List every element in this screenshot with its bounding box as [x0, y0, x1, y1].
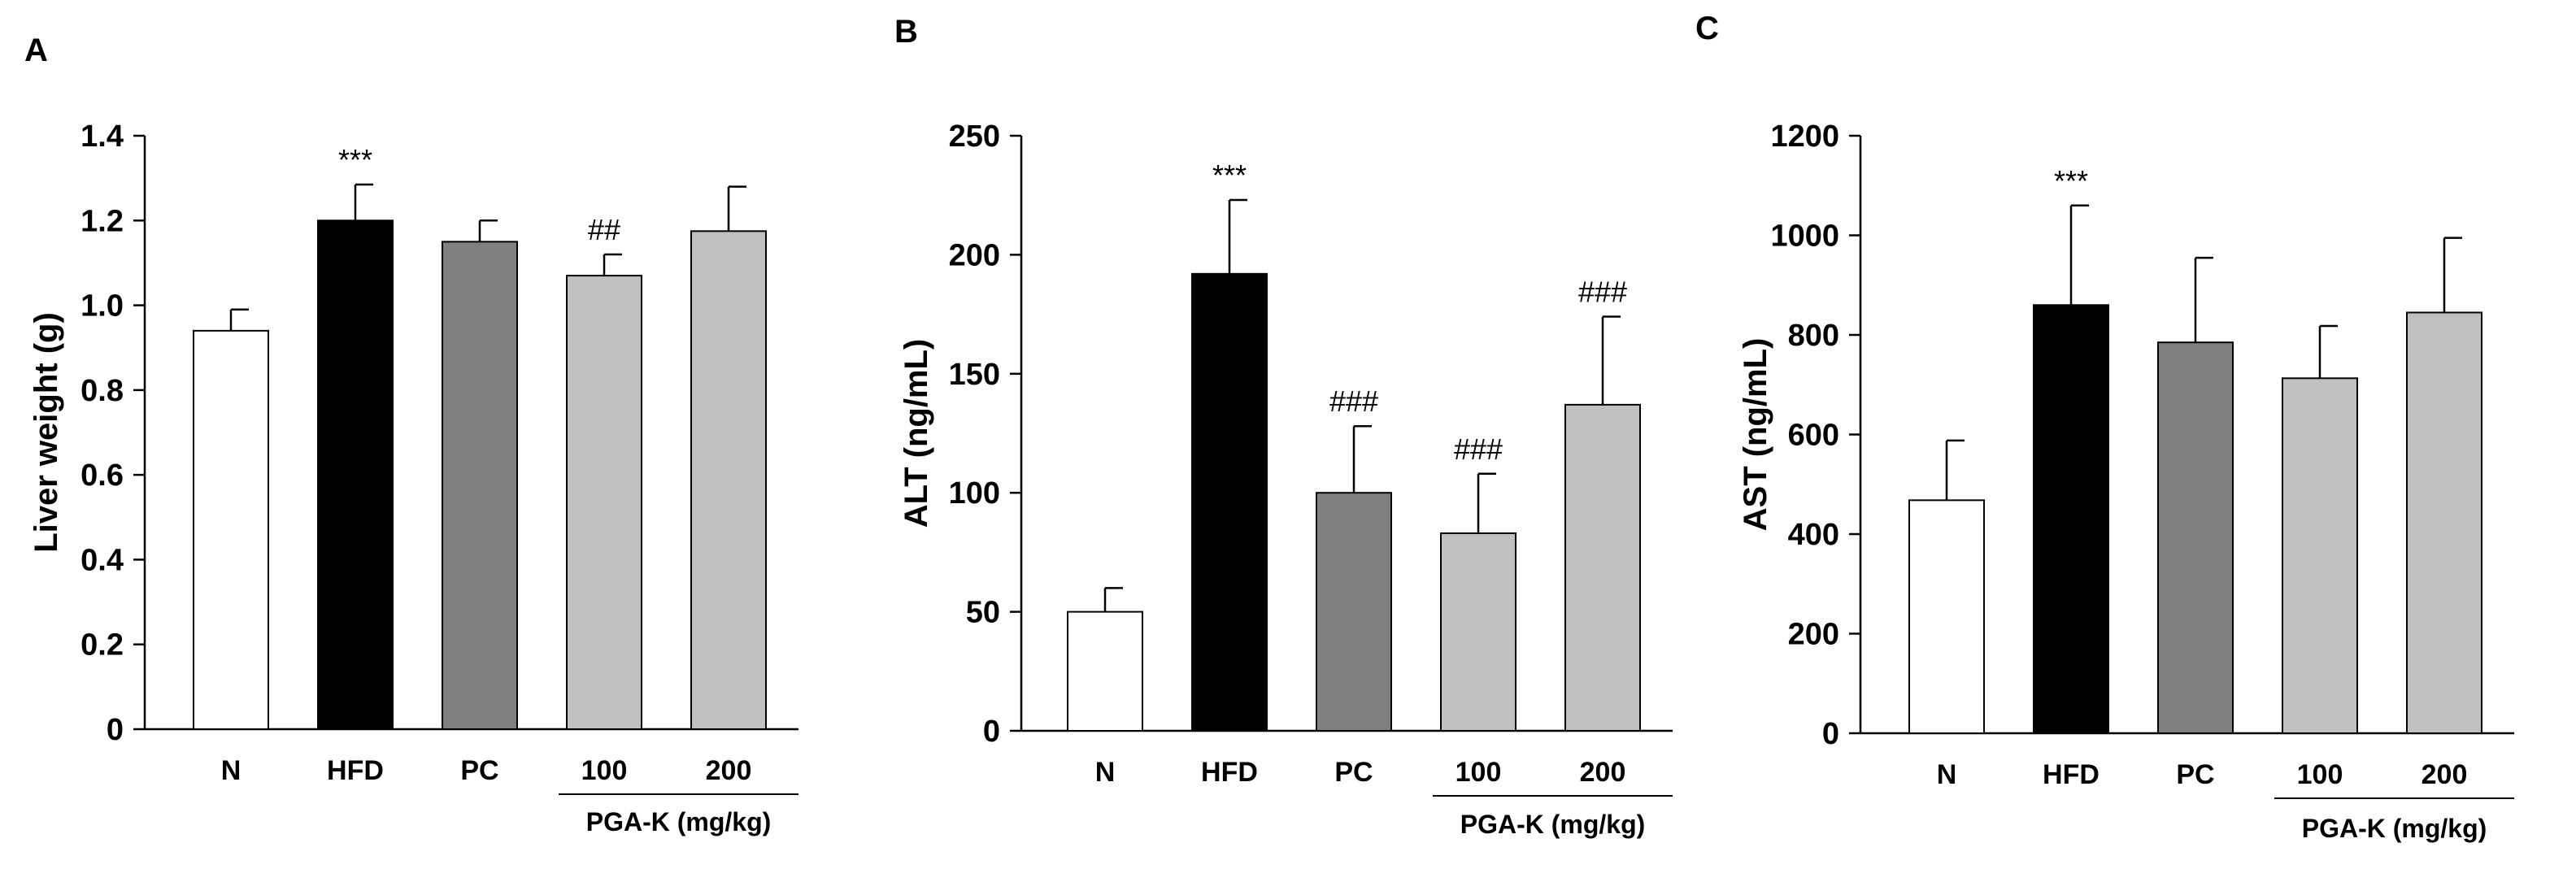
- alt-bar-2: [1191, 272, 1268, 732]
- ast-y-tick-label: 400: [1788, 518, 1839, 552]
- ast-bar-1: [1908, 499, 1985, 734]
- liver-weight-y-tick-label: 1.4: [80, 119, 124, 154]
- alt-y-tick-label: 100: [949, 476, 1000, 511]
- alt-y-tick-label: 250: [949, 119, 1000, 154]
- liver-weight-bar-1: [193, 329, 269, 730]
- alt-significance-mark: ***: [1212, 159, 1247, 192]
- alt-y-tick-label: 150: [949, 358, 1000, 392]
- panel-letter-a: A: [24, 33, 48, 68]
- liver-weight-category-label: 200: [706, 755, 752, 786]
- liver-weight-group-label: PGA-K (mg/kg): [586, 807, 772, 836]
- alt-significance-mark: ###: [1329, 385, 1378, 418]
- liver-weight-y-tick-label: 0: [107, 713, 124, 747]
- alt-category-label: HFD: [1201, 757, 1258, 788]
- liver-weight-category-label: N: [221, 755, 242, 786]
- alt-bar-3: [1316, 492, 1392, 732]
- ast-y-tick-label: 200: [1788, 618, 1839, 652]
- ast-y-tick-label: 1200: [1770, 119, 1839, 154]
- ast-y-tick-label: 600: [1788, 419, 1839, 453]
- ast-chart: 0 200 400 600 800 1000 1200 AST (ng/mL) N HFD *** P…: [1738, 119, 2514, 843]
- liver-weight-bar-5: [690, 230, 767, 731]
- alt-category-label: N: [1095, 757, 1116, 788]
- ast-y-axis-title: AST (ng/mL): [1738, 338, 1773, 532]
- liver-weight-y-tick-label: 0.8: [80, 374, 124, 408]
- alt-y-tick-label: 200: [949, 238, 1000, 272]
- ast-bar-3: [2157, 341, 2234, 734]
- ast-category-label: HFD: [2043, 759, 2100, 790]
- alt-bar-1: [1067, 610, 1143, 732]
- alt-category-label: 100: [1456, 757, 1502, 788]
- ast-y-tick-label: 0: [1822, 717, 1839, 751]
- alt-y-axis-title: ALT (ng/mL): [899, 339, 934, 528]
- alt-y-tick-label: 0: [983, 715, 1000, 749]
- ast-group-label: PGA-K (mg/kg): [2302, 814, 2487, 843]
- liver-weight-bar-4: [566, 275, 642, 731]
- liver-weight-significance-mark: ##: [588, 213, 620, 246]
- ast-significance-mark: ***: [2054, 164, 2088, 198]
- liver-weight-y-tick-label: 0.4: [80, 543, 124, 577]
- alt-chart: 0 50 100 150 200 250 ALT (ng/mL) N HFD *** PC ### 10…: [899, 119, 1673, 839]
- liver-weight-y-tick-label: 0.6: [80, 458, 124, 493]
- alt-group-label: PGA-K (mg/kg): [1460, 810, 1646, 839]
- liver-weight-chart: 0 0.2 0.4 0.6 0.8 1.0 1.2 1.4 Liver weight (g) N H…: [28, 119, 798, 836]
- alt-bar-5: [1564, 403, 1641, 732]
- ast-bar-4: [2282, 377, 2358, 734]
- liver-weight-y-tick-label: 1.0: [80, 289, 124, 324]
- panel-letter-c: C: [1695, 11, 1719, 46]
- ast-y-tick-label: 800: [1788, 319, 1839, 353]
- liver-weight-category-label: HFD: [327, 755, 384, 786]
- ast-category-label: 200: [2422, 759, 2468, 790]
- alt-significance-mark: ###: [1578, 276, 1627, 309]
- alt-y-tick-label: 50: [966, 596, 1000, 630]
- ast-bar-5: [2406, 311, 2482, 734]
- liver-weight-category-label: PC: [460, 755, 498, 786]
- ast-y-tick-label: 1000: [1770, 219, 1839, 254]
- liver-weight-y-tick-label: 1.2: [80, 204, 124, 238]
- alt-category-label: PC: [1334, 757, 1373, 788]
- alt-category-label: 200: [1580, 757, 1626, 788]
- ast-category-label: 100: [2297, 759, 2343, 790]
- liver-weight-y-axis-title: Liver weight (g): [28, 312, 64, 553]
- alt-significance-mark: ###: [1454, 432, 1503, 466]
- liver-weight-significance-mark: ***: [338, 143, 372, 176]
- ast-bar-2: [2033, 304, 2109, 734]
- panel-letter-b: B: [894, 14, 918, 50]
- liver-weight-y-tick-label: 0.2: [80, 628, 124, 663]
- liver-weight-category-label: 100: [581, 755, 628, 786]
- alt-bar-4: [1440, 532, 1516, 732]
- ast-category-label: PC: [2176, 759, 2214, 790]
- ast-category-label: N: [1937, 759, 1957, 790]
- liver-weight-bar-2: [317, 219, 394, 730]
- liver-weight-bar-3: [442, 241, 518, 731]
